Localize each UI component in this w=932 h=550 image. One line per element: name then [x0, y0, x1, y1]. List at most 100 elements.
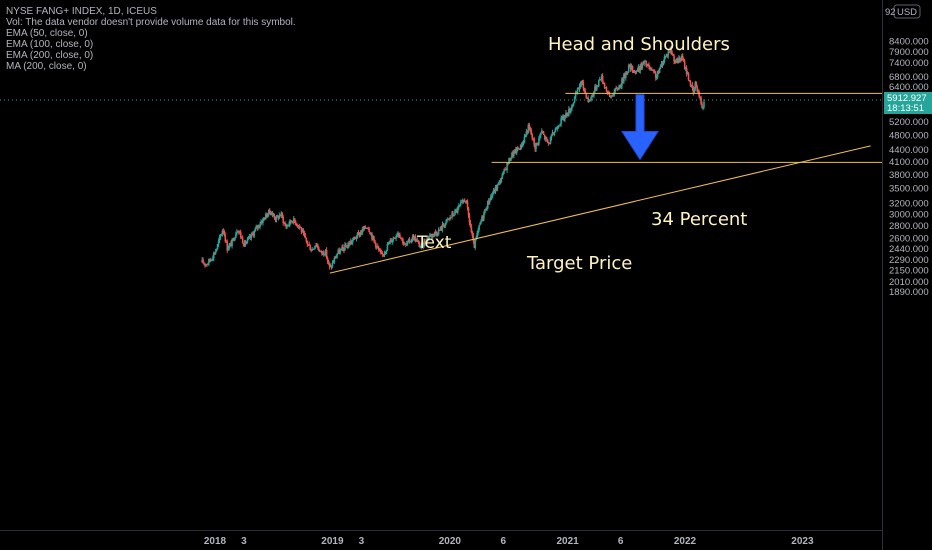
pattern-annotation[interactable]: Head and Shoulders [548, 34, 730, 55]
last-price-label: 5912.927 [887, 93, 927, 104]
candle-body [554, 129, 557, 133]
candle-body [677, 58, 679, 63]
candle-body [502, 171, 505, 175]
candle-body [423, 241, 425, 247]
candle-body [518, 148, 521, 151]
candle-body [443, 225, 446, 227]
candle-body [680, 55, 683, 60]
candle-body [365, 227, 367, 229]
candle-body [356, 232, 359, 238]
candle-body [698, 91, 700, 97]
candle-body [515, 147, 518, 154]
candle-body [453, 215, 455, 217]
y-tick-label: 4100.000 [889, 157, 929, 168]
candle-body [202, 260, 204, 264]
candle-body [414, 236, 417, 242]
candle-body [303, 232, 306, 236]
drawings-layer[interactable] [0, 92, 882, 274]
indicator-ema-200[interactable]: EMA (200, close, 0) [6, 50, 93, 61]
indicator-ema-50[interactable]: EMA (50, close, 0) [6, 28, 88, 39]
candle-body [422, 242, 424, 247]
y-tick-label: 6400.000 [889, 82, 929, 93]
candle-body [381, 253, 384, 255]
candle-body [440, 226, 443, 230]
candle-body [549, 137, 552, 144]
target-annotation[interactable]: Target Price [526, 253, 632, 274]
y-tick-label: 1890.000 [889, 287, 929, 298]
candle-body [602, 82, 605, 84]
candle-body [695, 82, 698, 87]
percent-annotation[interactable]: 34 Percent [651, 209, 747, 230]
time-axis[interactable]: 2018 3 2019 3 2020 6 2021 6 2022 2023 [204, 536, 814, 547]
candle-body [693, 89, 696, 93]
candle-body [611, 95, 614, 97]
candle-body [659, 65, 662, 69]
candle-body [431, 234, 433, 237]
candle-body [448, 217, 450, 220]
countdown-label: 18:13:51 [887, 103, 924, 114]
text-annotation[interactable]: Text [416, 233, 452, 253]
candle-body [517, 148, 520, 150]
candle-body [668, 51, 671, 53]
candle-body [463, 200, 466, 203]
candle-body [256, 226, 258, 229]
candle-body [350, 241, 353, 243]
candle-body [690, 84, 693, 86]
candle-body [588, 100, 590, 102]
candle-body [662, 62, 665, 66]
support-trendline[interactable] [329, 145, 871, 274]
candle-body [215, 249, 218, 252]
candle-body [283, 222, 285, 224]
chart-title[interactable]: NYSE FANG+ INDEX, 1D, ICEUS [6, 6, 157, 17]
candle-body [589, 100, 591, 102]
candle-body [399, 235, 401, 238]
candle-body [561, 118, 563, 120]
candle-body [507, 163, 509, 165]
candle-body [487, 200, 490, 203]
candle-body [488, 200, 491, 203]
candle-body [598, 79, 601, 81]
y-tick-label: 2600.000 [889, 234, 929, 245]
candle-body [377, 247, 380, 250]
x-tick-label: 6 [500, 536, 506, 547]
candle-body [386, 244, 389, 250]
candle-body [376, 245, 379, 248]
candle-body [240, 237, 243, 239]
candle-body [625, 72, 628, 74]
candle-body [559, 123, 561, 126]
candle-body [263, 218, 265, 220]
candle-body [372, 236, 374, 239]
y-tick-label: 5200.000 [889, 117, 929, 128]
currency-badge[interactable] [893, 4, 921, 19]
candle-body [235, 233, 237, 238]
candle-body [629, 66, 632, 70]
candle-body [478, 225, 480, 230]
indicator-ema-100[interactable]: EMA (100, close, 0) [6, 39, 93, 50]
candle-body [290, 220, 292, 222]
candle-body [225, 241, 228, 243]
candle-body [552, 132, 555, 135]
candle-body [652, 69, 654, 71]
candle-body [642, 63, 644, 65]
candle-body [699, 96, 701, 98]
candle-body [683, 61, 686, 69]
candle-body [434, 232, 437, 234]
indicator-ma-200[interactable]: MA (200, close, 0) [6, 61, 87, 72]
candle-body [432, 234, 435, 236]
candle-body [486, 208, 488, 211]
candle-body [459, 202, 462, 206]
candle-body [291, 221, 293, 223]
candle-body [543, 134, 546, 139]
candle-body [375, 242, 377, 248]
candle-body [433, 232, 436, 235]
candle-body [398, 232, 400, 236]
candle-body [342, 246, 344, 249]
candle-body [499, 180, 502, 183]
down-arrow-icon[interactable] [621, 94, 659, 161]
candle-body [314, 245, 316, 249]
candle-body [335, 255, 338, 259]
candle-body [305, 237, 308, 242]
candle-body [378, 249, 381, 251]
